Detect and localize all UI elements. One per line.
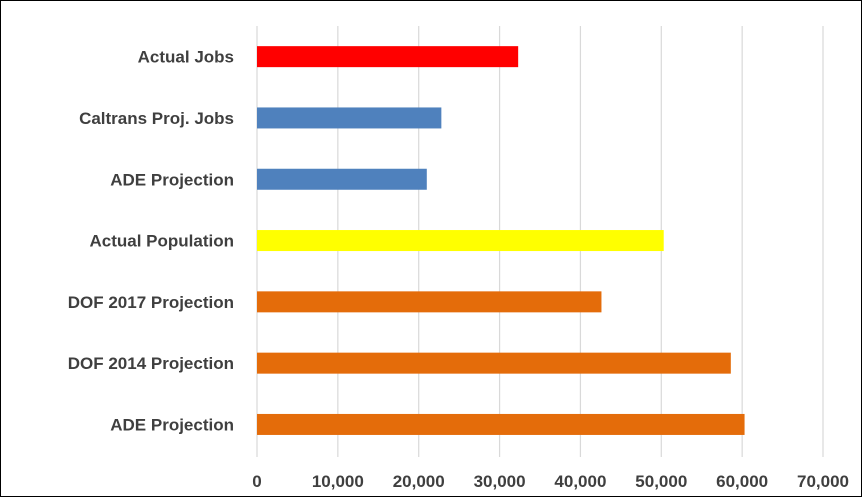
x-tick-label: 40,000 [554,472,606,491]
x-axis-tick-labels: 0 10,000 20,000 30,000 40,000 50,000 60,000 70,… [252,472,849,491]
bar [257,230,664,252]
x-tick-label: 50,000 [635,472,687,491]
category-label: Caltrans Proj. Jobs [79,109,234,128]
x-tick-label: 60,000 [716,472,768,491]
bar [257,291,602,313]
category-label: Actual Population [90,232,235,251]
category-label: ADE Projection [110,170,234,189]
x-tick-label: 30,000 [474,472,526,491]
x-tick-label: 20,000 [393,472,445,491]
bar [257,168,427,190]
x-tick-label: 0 [252,472,261,491]
bar [257,352,731,374]
category-label: Actual Jobs [138,48,234,67]
category-label: DOF 2017 Projection [68,293,234,312]
x-tick-label: 10,000 [312,472,364,491]
bar [257,413,745,435]
category-label: DOF 2014 Projection [68,354,234,373]
bars [257,46,745,435]
category-labels: Actual Jobs Caltrans Proj. Jobs ADE Projec… [68,48,234,435]
category-label: ADE Projection [110,415,234,434]
x-tick-label: 70,000 [797,472,849,491]
bar [257,46,519,68]
bar [257,107,442,129]
